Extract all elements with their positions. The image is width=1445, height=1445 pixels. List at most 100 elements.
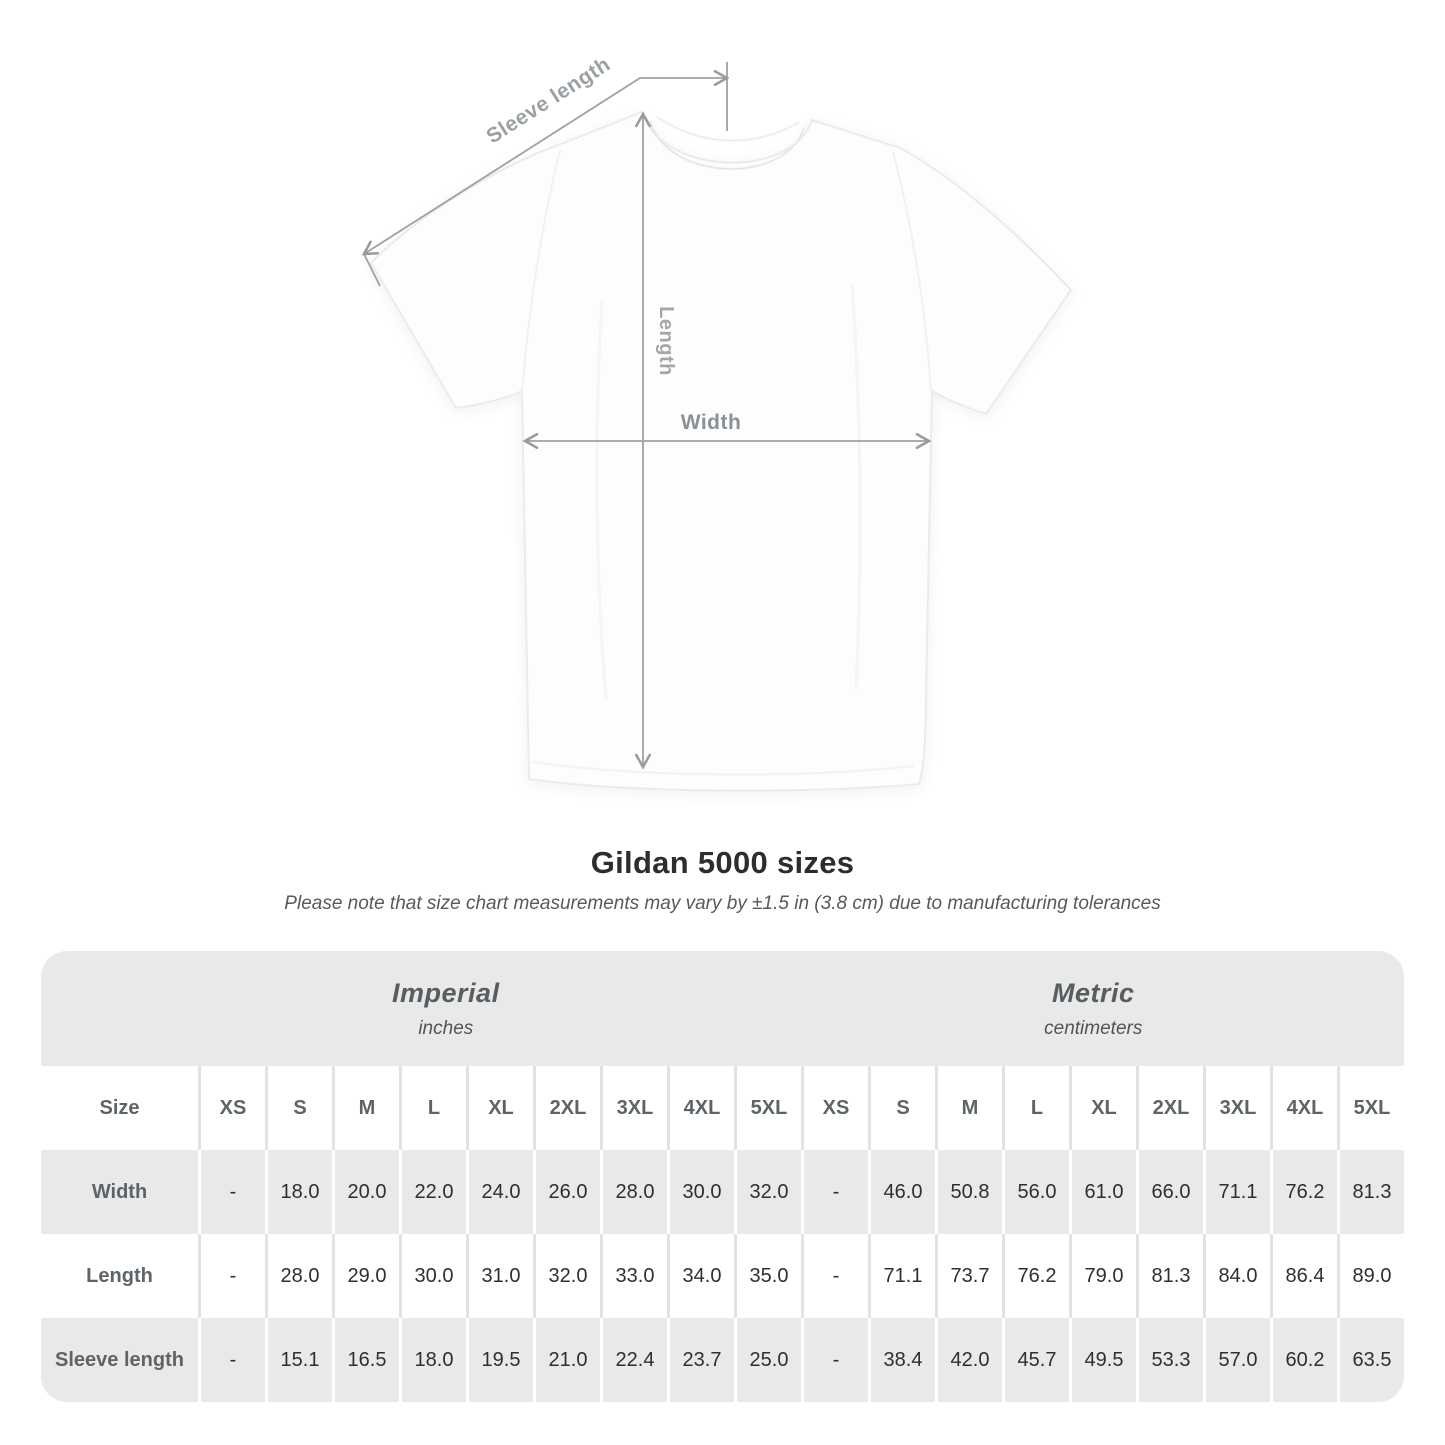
imperial-section-header: Imperial inches bbox=[392, 978, 500, 1040]
measurement-cell: 45.7 bbox=[1002, 1318, 1069, 1402]
size-header-cell: 3XL bbox=[600, 1066, 667, 1150]
measurement-cell: 31.0 bbox=[466, 1234, 533, 1318]
sleeve-length-arrow bbox=[361, 69, 730, 256]
measurement-cell: - bbox=[801, 1234, 868, 1318]
measurement-cell: 24.0 bbox=[466, 1150, 533, 1234]
measurement-cell: 34.0 bbox=[667, 1234, 734, 1318]
measurement-cell: 42.0 bbox=[935, 1318, 1002, 1402]
size-header-cell: XL bbox=[466, 1066, 533, 1150]
size-header-cell: 4XL bbox=[667, 1066, 734, 1150]
measurement-cell: 28.0 bbox=[265, 1234, 332, 1318]
tshirt-measurement-diagram: Sleeve length Length Width bbox=[361, 53, 1072, 792]
right-sleeve-seam bbox=[892, 151, 932, 392]
sleeve-extension-line bbox=[363, 253, 381, 287]
measurement-cell: 16.5 bbox=[332, 1318, 399, 1402]
measurement-cell: 20.0 bbox=[332, 1150, 399, 1234]
measurement-cell: 53.3 bbox=[1136, 1318, 1203, 1402]
measurement-cell: 81.3 bbox=[1337, 1150, 1404, 1234]
size-header-cell: S bbox=[868, 1066, 935, 1150]
measurement-cell: 32.0 bbox=[533, 1234, 600, 1318]
measurement-cell: 50.8 bbox=[935, 1150, 1002, 1234]
size-header-cell: XS bbox=[801, 1066, 868, 1150]
measurement-cell: 60.2 bbox=[1270, 1318, 1337, 1402]
measurement-cell: 19.5 bbox=[466, 1318, 533, 1402]
measurement-cell: 86.4 bbox=[1270, 1234, 1337, 1318]
size-header-cell: L bbox=[399, 1066, 466, 1150]
measurement-cell: 28.0 bbox=[600, 1150, 667, 1234]
size-header-cell: 5XL bbox=[734, 1066, 801, 1150]
measurement-cell: 21.0 bbox=[533, 1318, 600, 1402]
size-header-cell: 4XL bbox=[1270, 1066, 1337, 1150]
measurement-cell: 22.4 bbox=[600, 1318, 667, 1402]
measurement-cell: 46.0 bbox=[868, 1150, 935, 1234]
size-header-cell: 5XL bbox=[1337, 1066, 1404, 1150]
metric-label: Metric bbox=[1051, 977, 1135, 1008]
measurement-cell: 18.0 bbox=[265, 1150, 332, 1234]
size-header-cell: S bbox=[265, 1066, 332, 1150]
measurement-cell: 26.0 bbox=[533, 1150, 600, 1234]
measurement-cell: 15.1 bbox=[265, 1318, 332, 1402]
table-row-length: Length - 28.0 29.0 30.0 31.0 32.0 33.0 3… bbox=[41, 1234, 1404, 1318]
measurement-cell: 29.0 bbox=[332, 1234, 399, 1318]
size-header-cell: 3XL bbox=[1203, 1066, 1270, 1150]
table-row-width: Width - 18.0 20.0 22.0 24.0 26.0 28.0 30… bbox=[41, 1150, 1404, 1234]
measurement-cell: 33.0 bbox=[600, 1234, 667, 1318]
measurement-cell: 71.1 bbox=[868, 1234, 935, 1318]
table-row-sleeve-length: Sleeve length - 15.1 16.5 18.0 19.5 21.0… bbox=[41, 1318, 1404, 1402]
row-label: Width bbox=[91, 1180, 148, 1203]
measurement-cell: - bbox=[198, 1150, 265, 1234]
imperial-unit-label: inches bbox=[418, 1017, 474, 1039]
measurement-cell: 23.7 bbox=[667, 1318, 734, 1402]
metric-section-header: Metric centimeters bbox=[1044, 978, 1142, 1040]
measurement-cell: 57.0 bbox=[1203, 1318, 1270, 1402]
size-table: Imperial inches Metric centimeters Size … bbox=[41, 951, 1404, 1402]
measurement-cell: 61.0 bbox=[1069, 1150, 1136, 1234]
size-header-cell: XS bbox=[198, 1066, 265, 1150]
size-header-cell: XL bbox=[1069, 1066, 1136, 1150]
unit-section-band: Imperial inches Metric centimeters bbox=[41, 951, 1404, 1066]
row-label: Length bbox=[86, 1264, 153, 1287]
page-title: Gildan 5000 sizes bbox=[590, 845, 855, 880]
measurement-cell: - bbox=[198, 1318, 265, 1402]
size-header-cell: M bbox=[332, 1066, 399, 1150]
measurement-cell: 81.3 bbox=[1136, 1234, 1203, 1318]
size-header-cell: 2XL bbox=[1136, 1066, 1203, 1150]
body-fold-left bbox=[595, 299, 608, 701]
metric-unit-label: centimeters bbox=[1044, 1017, 1143, 1039]
tolerance-note: Please note that size chart measurements… bbox=[284, 893, 1161, 914]
measurement-cell: 63.5 bbox=[1337, 1318, 1404, 1402]
measurement-cell: 22.0 bbox=[399, 1150, 466, 1234]
measurement-lines bbox=[361, 62, 932, 770]
measurement-cell: 79.0 bbox=[1069, 1234, 1136, 1318]
row-label: Sleeve length bbox=[55, 1348, 184, 1371]
size-column-header: Size bbox=[99, 1096, 140, 1119]
measurement-cell: 30.0 bbox=[399, 1234, 466, 1318]
measurement-cell: 89.0 bbox=[1337, 1234, 1404, 1318]
body-fold-right bbox=[850, 284, 862, 691]
measurement-cell: 76.2 bbox=[1270, 1150, 1337, 1234]
measurement-cell: 25.0 bbox=[734, 1318, 801, 1402]
measurement-cell: 84.0 bbox=[1203, 1234, 1270, 1318]
measurement-cell: 73.7 bbox=[935, 1234, 1002, 1318]
measurement-cell: 71.1 bbox=[1203, 1150, 1270, 1234]
measurement-cell: 18.0 bbox=[399, 1318, 466, 1402]
measurement-cell: 38.4 bbox=[868, 1318, 935, 1402]
collar-back-line bbox=[656, 116, 800, 142]
width-label: Width bbox=[681, 411, 742, 434]
hem-stitch-line bbox=[532, 761, 915, 776]
size-header-cell: M bbox=[935, 1066, 1002, 1150]
measurement-cell: 49.5 bbox=[1069, 1318, 1136, 1402]
measurement-cell: - bbox=[801, 1318, 868, 1402]
measurement-cell: 66.0 bbox=[1136, 1150, 1203, 1234]
table-header-row: Size XS S M L XL 2XL 3XL 4XL 5XL XS S M … bbox=[41, 1066, 1404, 1150]
measurement-cell: 32.0 bbox=[734, 1150, 801, 1234]
length-label: Length bbox=[655, 306, 677, 376]
measurement-cell: 56.0 bbox=[1002, 1150, 1069, 1234]
tshirt-shape bbox=[370, 111, 1072, 792]
measurement-cell: 30.0 bbox=[667, 1150, 734, 1234]
size-header-cell: 2XL bbox=[533, 1066, 600, 1150]
imperial-label: Imperial bbox=[392, 977, 500, 1008]
measurement-cell: 35.0 bbox=[734, 1234, 801, 1318]
measurement-cell: - bbox=[801, 1150, 868, 1234]
tshirt-illustration: Sleeve length Length Width bbox=[361, 53, 1072, 792]
